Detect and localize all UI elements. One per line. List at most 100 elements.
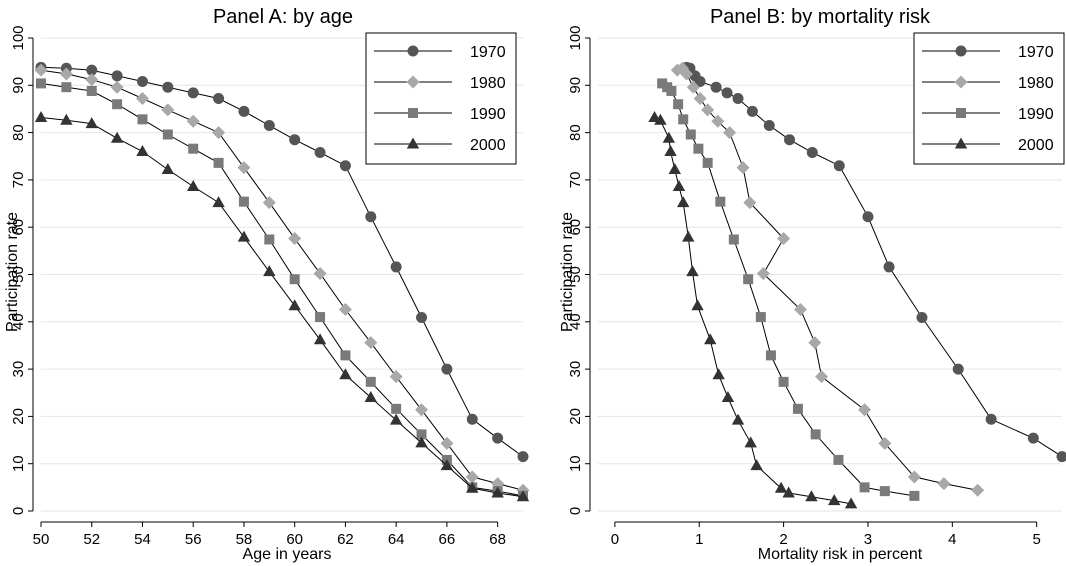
panel-a-legend: 1970 1980 1990 2000 <box>365 32 517 165</box>
y-tick-label: 100 <box>567 25 584 50</box>
data-point-1980 <box>701 103 715 117</box>
y-tick-label: 100 <box>10 25 27 50</box>
y-tick-label: 40 <box>10 313 27 330</box>
data-point-2000 <box>136 145 149 157</box>
panel-a-y-axis-label: Participation rate <box>4 212 21 332</box>
data-point-2000 <box>704 333 717 345</box>
legend-label: 1980 <box>1018 75 1054 92</box>
x-tick-label: 0 <box>611 531 619 548</box>
data-point-1980 <box>59 67 73 81</box>
data-point-1990 <box>673 99 684 110</box>
data-point-1980 <box>743 196 757 210</box>
panel-b-chart: Panel B: by mortality risk Mortality ris… <box>559 6 1066 563</box>
data-point-2000 <box>85 117 98 129</box>
panel-a-series <box>34 61 530 502</box>
data-point-1990 <box>879 486 890 497</box>
data-point-1970 <box>1056 451 1066 463</box>
panel-b-x-axis-label: Mortality risk in percent <box>758 546 923 563</box>
data-point-1980 <box>723 126 737 140</box>
data-point-2000 <box>721 390 735 402</box>
data-point-2000 <box>805 490 818 502</box>
data-point-1990 <box>315 312 326 323</box>
data-point-1970 <box>732 93 744 105</box>
legend-label: 2000 <box>470 137 506 154</box>
x-tick-label: 68 <box>489 531 506 548</box>
data-point-1970 <box>806 146 818 158</box>
data-point-1970 <box>162 81 174 93</box>
data-point-1990 <box>112 99 123 110</box>
data-point-1990 <box>657 78 668 89</box>
y-tick-label: 90 <box>567 77 584 94</box>
x-tick-label: 2 <box>779 531 787 548</box>
data-point-2000 <box>782 486 795 498</box>
data-point-1970 <box>136 76 148 88</box>
legend-marker-2000 <box>954 137 968 149</box>
y-tick-label: 70 <box>10 172 27 189</box>
data-point-1970 <box>86 64 98 76</box>
series-1990 <box>36 78 528 501</box>
legend-box <box>913 32 1065 165</box>
data-point-2000 <box>110 131 124 143</box>
data-point-2000 <box>844 497 858 509</box>
data-point-1990 <box>188 143 199 154</box>
data-point-2000 <box>750 459 763 471</box>
y-tick-label: 60 <box>567 219 584 236</box>
legend-box <box>365 32 517 165</box>
data-point-1980 <box>313 267 327 281</box>
x-tick-label: 62 <box>337 531 354 548</box>
data-point-1970 <box>763 120 775 132</box>
data-point-1970 <box>111 70 123 82</box>
data-point-2000 <box>161 162 175 174</box>
panel-b-y-axis-label: Participation rate <box>559 212 576 332</box>
data-point-1980 <box>878 436 892 450</box>
data-point-1980 <box>288 232 302 246</box>
data-point-1980 <box>736 161 750 175</box>
data-point-1980 <box>693 92 707 106</box>
legend-item-1970: 1970 <box>922 44 1054 61</box>
data-point-2000 <box>682 230 695 242</box>
data-point-2000 <box>339 368 352 380</box>
series-1970 <box>35 61 529 463</box>
data-point-2000 <box>662 131 676 143</box>
series-1980 <box>34 63 530 497</box>
x-tick-label: 64 <box>388 531 405 548</box>
data-point-2000 <box>516 490 530 502</box>
y-tick-label: 20 <box>567 408 584 425</box>
legend-item-1980: 1980 <box>922 75 1054 92</box>
panel-b-gridlines <box>598 37 1062 512</box>
data-point-1980 <box>680 67 694 81</box>
y-tick-label: 0 <box>10 507 27 515</box>
x-tick-label: 1 <box>695 531 703 548</box>
data-point-2000 <box>686 265 699 277</box>
data-point-1970 <box>263 120 275 132</box>
data-point-2000 <box>654 113 667 125</box>
data-point-2000 <box>212 196 225 208</box>
data-point-1990 <box>365 376 376 387</box>
data-point-2000 <box>828 494 841 506</box>
legend-item-1990: 1990 <box>374 106 506 123</box>
data-point-2000 <box>60 113 73 125</box>
x-tick-label: 5 <box>1033 531 1041 548</box>
data-point-1990 <box>86 85 97 96</box>
data-point-1970 <box>784 134 796 146</box>
data-point-2000 <box>313 333 327 345</box>
data-point-1980 <box>186 114 200 128</box>
legend-label: 1970 <box>470 44 506 61</box>
data-point-2000 <box>491 486 504 498</box>
data-point-1970 <box>365 211 377 223</box>
data-point-1980 <box>756 267 770 281</box>
data-point-1970 <box>916 312 928 324</box>
legend-label: 1970 <box>1018 44 1054 61</box>
data-point-1990 <box>238 196 249 207</box>
data-point-1970 <box>952 363 964 375</box>
data-point-1980 <box>808 336 822 350</box>
panel-a-x-axis-label: Age in years <box>243 546 332 563</box>
data-point-1980 <box>793 303 807 317</box>
data-point-1970 <box>694 76 706 88</box>
x-tick-label: 50 <box>33 531 50 548</box>
data-point-1990 <box>678 114 689 125</box>
y-tick-label: 80 <box>10 124 27 141</box>
y-tick-label: 0 <box>567 507 584 515</box>
data-point-2000 <box>364 390 377 402</box>
legend-label: 2000 <box>1018 137 1054 154</box>
